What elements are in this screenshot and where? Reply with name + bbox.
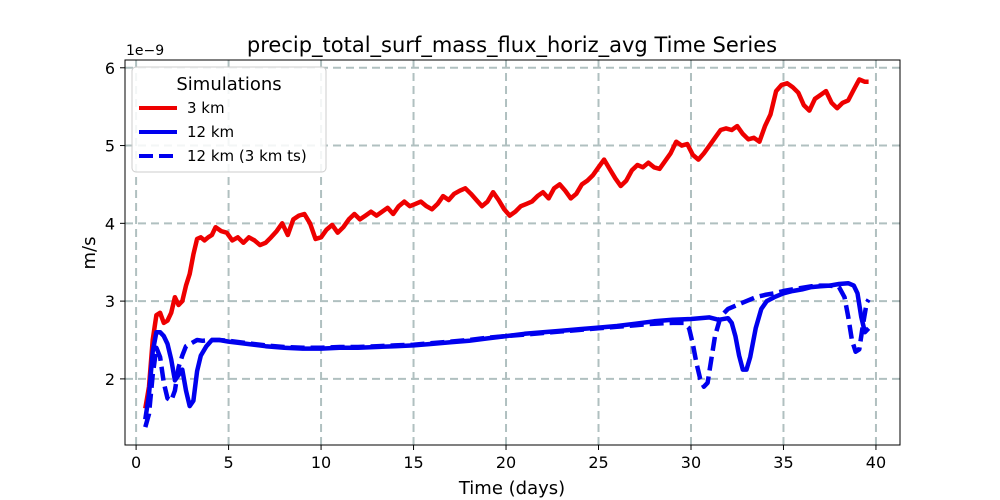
y-tick-label-0: 2	[105, 370, 115, 389]
y-axis-label: m/s	[79, 237, 100, 270]
x-tick-label-3: 15	[403, 453, 423, 472]
y-axis-offset-label: 1e−9	[126, 43, 164, 59]
legend-label-12km: 12 km	[187, 123, 234, 141]
x-tick-label-5: 25	[588, 453, 608, 472]
x-tick-label-6: 30	[681, 453, 701, 472]
legend-label-3km: 3 km	[187, 99, 225, 117]
legend-title: Simulations	[176, 74, 281, 95]
chart-title: precip_total_surf_mass_flux_horiz_avg Ti…	[247, 33, 777, 58]
y-axis-ticks: 2 3 4 5 6	[105, 59, 125, 389]
series-layer	[143, 77, 871, 428]
x-tick-label-2: 10	[311, 453, 331, 472]
x-tick-label-7: 35	[773, 453, 793, 472]
x-tick-label-8: 40	[866, 453, 886, 472]
legend-label-12km-3km-ts: 12 km (3 km ts)	[187, 147, 307, 165]
x-axis-label: Time (days)	[458, 478, 565, 499]
legend: Simulations 3 km 12 km 12 km (3 km ts)	[131, 66, 327, 173]
x-axis-ticks: 0 5 10 15 20 25 30 35 40	[131, 445, 886, 472]
plot-frame	[124, 59, 901, 446]
series-line-3-km	[143, 77, 869, 409]
x-tick-label-4: 20	[496, 453, 516, 472]
y-tick-label-3: 5	[105, 137, 115, 156]
legend-box	[131, 66, 327, 173]
series-line-12-km-3-km-ts	[143, 283, 871, 428]
y-tick-label-4: 6	[105, 59, 115, 78]
y-tick-label-2: 4	[105, 214, 115, 233]
x-tick-label-0: 0	[131, 453, 141, 472]
x-tick-label-1: 5	[223, 453, 233, 472]
y-tick-label-1: 3	[105, 292, 115, 311]
